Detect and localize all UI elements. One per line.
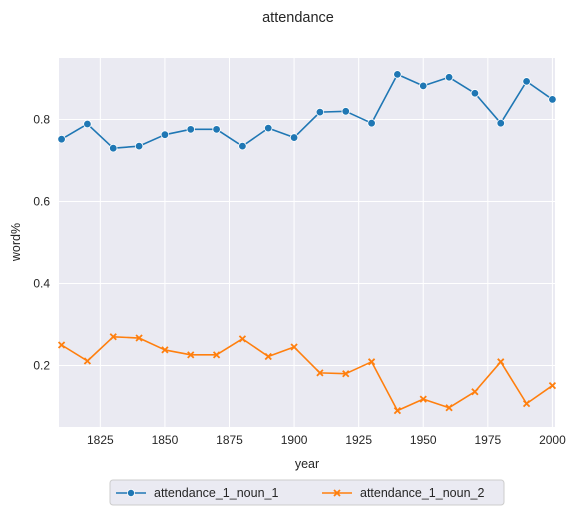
series-1-point xyxy=(393,70,402,79)
series-1-point xyxy=(522,77,531,86)
legend-marker-series-1 xyxy=(127,488,136,497)
series-2-point xyxy=(342,370,350,378)
series-1-point xyxy=(212,125,221,134)
x-tick-label: 1975 xyxy=(474,433,501,447)
series-2-point xyxy=(393,406,402,415)
x-tick-label: 1875 xyxy=(216,433,243,447)
series-2-point xyxy=(264,352,272,361)
plot-area xyxy=(59,58,555,427)
series-1-point xyxy=(264,123,273,133)
series-2-point xyxy=(522,399,531,408)
series-2-point xyxy=(367,358,376,366)
series-1-point xyxy=(496,118,505,128)
series-1-point xyxy=(186,125,195,134)
series-1-point xyxy=(238,141,247,151)
series-2-point xyxy=(57,341,66,349)
x-tick-label: 1950 xyxy=(410,433,437,447)
series-2-point xyxy=(548,381,557,390)
series-2-point xyxy=(419,395,427,403)
chart-title: attendance xyxy=(262,10,334,26)
series-1-point xyxy=(419,81,428,91)
series-1-point xyxy=(548,95,557,104)
series-1-point xyxy=(341,107,350,116)
series-2-point xyxy=(497,358,505,366)
series-2-point xyxy=(290,343,298,351)
y-tick-labels: 0.2 0.4 0.6 0.8 xyxy=(33,113,50,373)
legend: attendance_1_noun_1 attendance_1_noun_2 xyxy=(109,479,505,506)
legend-item-series-1: attendance_1_noun_1 xyxy=(116,486,278,500)
series-1-point xyxy=(315,107,325,117)
series-2-point xyxy=(135,334,143,342)
x-tick-label: 1925 xyxy=(345,433,372,447)
series-2-point xyxy=(161,346,169,354)
series-1-point xyxy=(57,134,66,144)
legend-label-series-2: attendance_1_noun_2 xyxy=(360,486,484,500)
series-2-point xyxy=(316,369,324,377)
y-tick-label: 0.2 xyxy=(33,359,50,373)
series-1-point xyxy=(134,141,144,151)
y-tick-label: 0.8 xyxy=(33,113,50,127)
series-2-line xyxy=(61,335,553,412)
series-1-point xyxy=(444,73,454,82)
series-2-point xyxy=(238,335,247,343)
x-tick-label: 1900 xyxy=(281,433,308,447)
y-tick-label: 0.4 xyxy=(33,277,50,291)
series-layer xyxy=(57,70,557,415)
x-tick-labels: 1825 1850 1875 1900 1925 1950 1975 2000 xyxy=(87,433,566,447)
series-2-point xyxy=(445,404,453,412)
legend-marker-series-2 xyxy=(333,489,341,497)
series-2-point xyxy=(109,333,117,341)
series-1-point xyxy=(160,130,170,139)
series-1-point xyxy=(109,143,118,153)
y-axis-title: word% xyxy=(9,223,23,262)
legend-box xyxy=(109,479,505,506)
x-tick-label: 2000 xyxy=(539,433,566,447)
x-tick-label: 1825 xyxy=(87,433,114,447)
y-tick-label: 0.6 xyxy=(33,195,50,209)
series-2-point xyxy=(187,351,195,359)
series-1-point xyxy=(289,133,299,142)
series-1-point xyxy=(470,89,480,98)
legend-label-series-1: attendance_1_noun_1 xyxy=(154,486,278,500)
x-axis-title: year xyxy=(295,457,319,471)
series-2-point xyxy=(212,351,221,359)
grid-lines xyxy=(59,58,555,427)
series-2-point xyxy=(471,388,479,396)
series-2-point xyxy=(83,357,92,365)
legend-item-series-2: attendance_1_noun_2 xyxy=(322,486,484,500)
x-tick-label: 1850 xyxy=(152,433,179,447)
series-1-line xyxy=(61,73,553,149)
series-1-point xyxy=(367,118,376,128)
series-1-point xyxy=(83,119,92,129)
